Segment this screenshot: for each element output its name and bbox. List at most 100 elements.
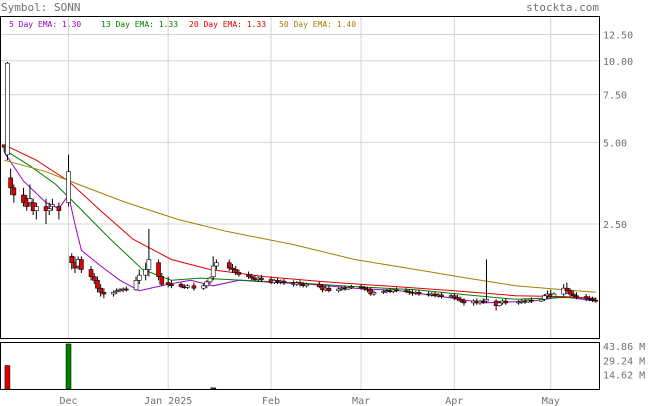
candle (5, 61, 10, 161)
y-tick-label: 5.00 (603, 138, 627, 149)
candle (484, 259, 489, 303)
candle (259, 275, 264, 282)
candle (336, 287, 341, 293)
gridlines (1, 17, 599, 389)
candle (394, 287, 399, 293)
x-tick-label: Dec (59, 396, 77, 406)
candle (246, 271, 251, 279)
candle (88, 266, 94, 281)
candle (368, 287, 374, 296)
candle (567, 288, 573, 297)
candle (371, 290, 377, 296)
y-tick-label: 10.00 (603, 57, 633, 68)
candle (416, 289, 422, 296)
price-panel-frame (0, 16, 600, 339)
candle (538, 298, 544, 302)
candle (56, 202, 62, 220)
candle (529, 297, 534, 303)
candle (226, 259, 232, 271)
y-tick-label: 2.50 (603, 220, 627, 231)
candle (146, 228, 152, 277)
candle (574, 292, 579, 300)
candle (27, 184, 33, 207)
candle (207, 276, 213, 285)
x-tick-label: May (542, 396, 560, 406)
candle (133, 276, 139, 291)
candle (69, 253, 75, 270)
candle (204, 280, 210, 289)
candle (403, 288, 409, 294)
candle (570, 290, 576, 299)
legend-ema-13: 13 Day EMA: 1.33 (101, 20, 179, 29)
candle (136, 269, 142, 285)
volume-bar (210, 387, 216, 390)
candle (79, 256, 84, 273)
candle (249, 273, 255, 281)
candle (8, 168, 13, 195)
y-tick-label: 7.50 (603, 91, 627, 102)
candle (358, 284, 364, 290)
candle (11, 184, 17, 203)
candle (185, 284, 190, 290)
ema-line (4, 159, 596, 293)
candle (46, 202, 52, 215)
candle (117, 288, 123, 293)
candle (561, 284, 566, 296)
candle (345, 286, 351, 290)
volume-tick-label: 14.62 M (603, 371, 645, 382)
x-tick-label: Feb (262, 396, 280, 406)
y-tick-label: 12.50 (603, 30, 633, 41)
candle (458, 296, 464, 303)
candle (362, 285, 367, 291)
candle (201, 284, 206, 290)
candle (497, 301, 502, 307)
candle (452, 293, 457, 301)
candle (583, 294, 589, 302)
legend-ema-20: 20 Day EMA: 1.33 (189, 20, 267, 29)
candle (516, 300, 521, 305)
candle (95, 276, 100, 293)
candle (214, 259, 219, 270)
candle (587, 295, 592, 302)
candle (191, 282, 197, 291)
volume-panel-frame (0, 342, 600, 390)
candle (326, 285, 332, 293)
candle (439, 292, 444, 299)
candle (365, 286, 370, 293)
x-tick-label: Mar (352, 396, 370, 406)
candle (165, 276, 171, 288)
candle (43, 198, 49, 225)
volume-bars (4, 343, 216, 390)
candle (111, 290, 116, 297)
candle (432, 291, 438, 298)
candle (542, 294, 547, 302)
volume-tick-label: 29.24 M (603, 356, 645, 367)
volume-bar (65, 343, 72, 390)
candle (349, 284, 354, 290)
candlesticks (1, 61, 599, 311)
candle (281, 278, 287, 285)
volume-bar (4, 365, 11, 390)
candle (169, 280, 174, 289)
candle (159, 272, 165, 286)
candle (34, 202, 39, 220)
volume-axis: 43.86 M 29.24 M 14.62 M (603, 342, 645, 382)
candle (593, 297, 599, 303)
candle (230, 264, 235, 273)
brand-label[interactable]: stockta.com (526, 1, 599, 14)
legend-ema-50: 50 Day EMA: 1.40 (279, 20, 357, 29)
symbol-label: Symbol: SONN (1, 1, 81, 14)
candle (455, 294, 460, 302)
candle (297, 280, 303, 287)
candle (50, 198, 55, 211)
candle (124, 286, 129, 292)
candle (101, 288, 107, 299)
candle (407, 289, 412, 295)
candle (233, 266, 238, 276)
candle (590, 296, 595, 302)
candle (316, 281, 322, 289)
candle (178, 282, 184, 289)
price-axis: 12.50 10.00 7.50 5.00 2.50 (603, 30, 633, 231)
candle (143, 262, 148, 281)
